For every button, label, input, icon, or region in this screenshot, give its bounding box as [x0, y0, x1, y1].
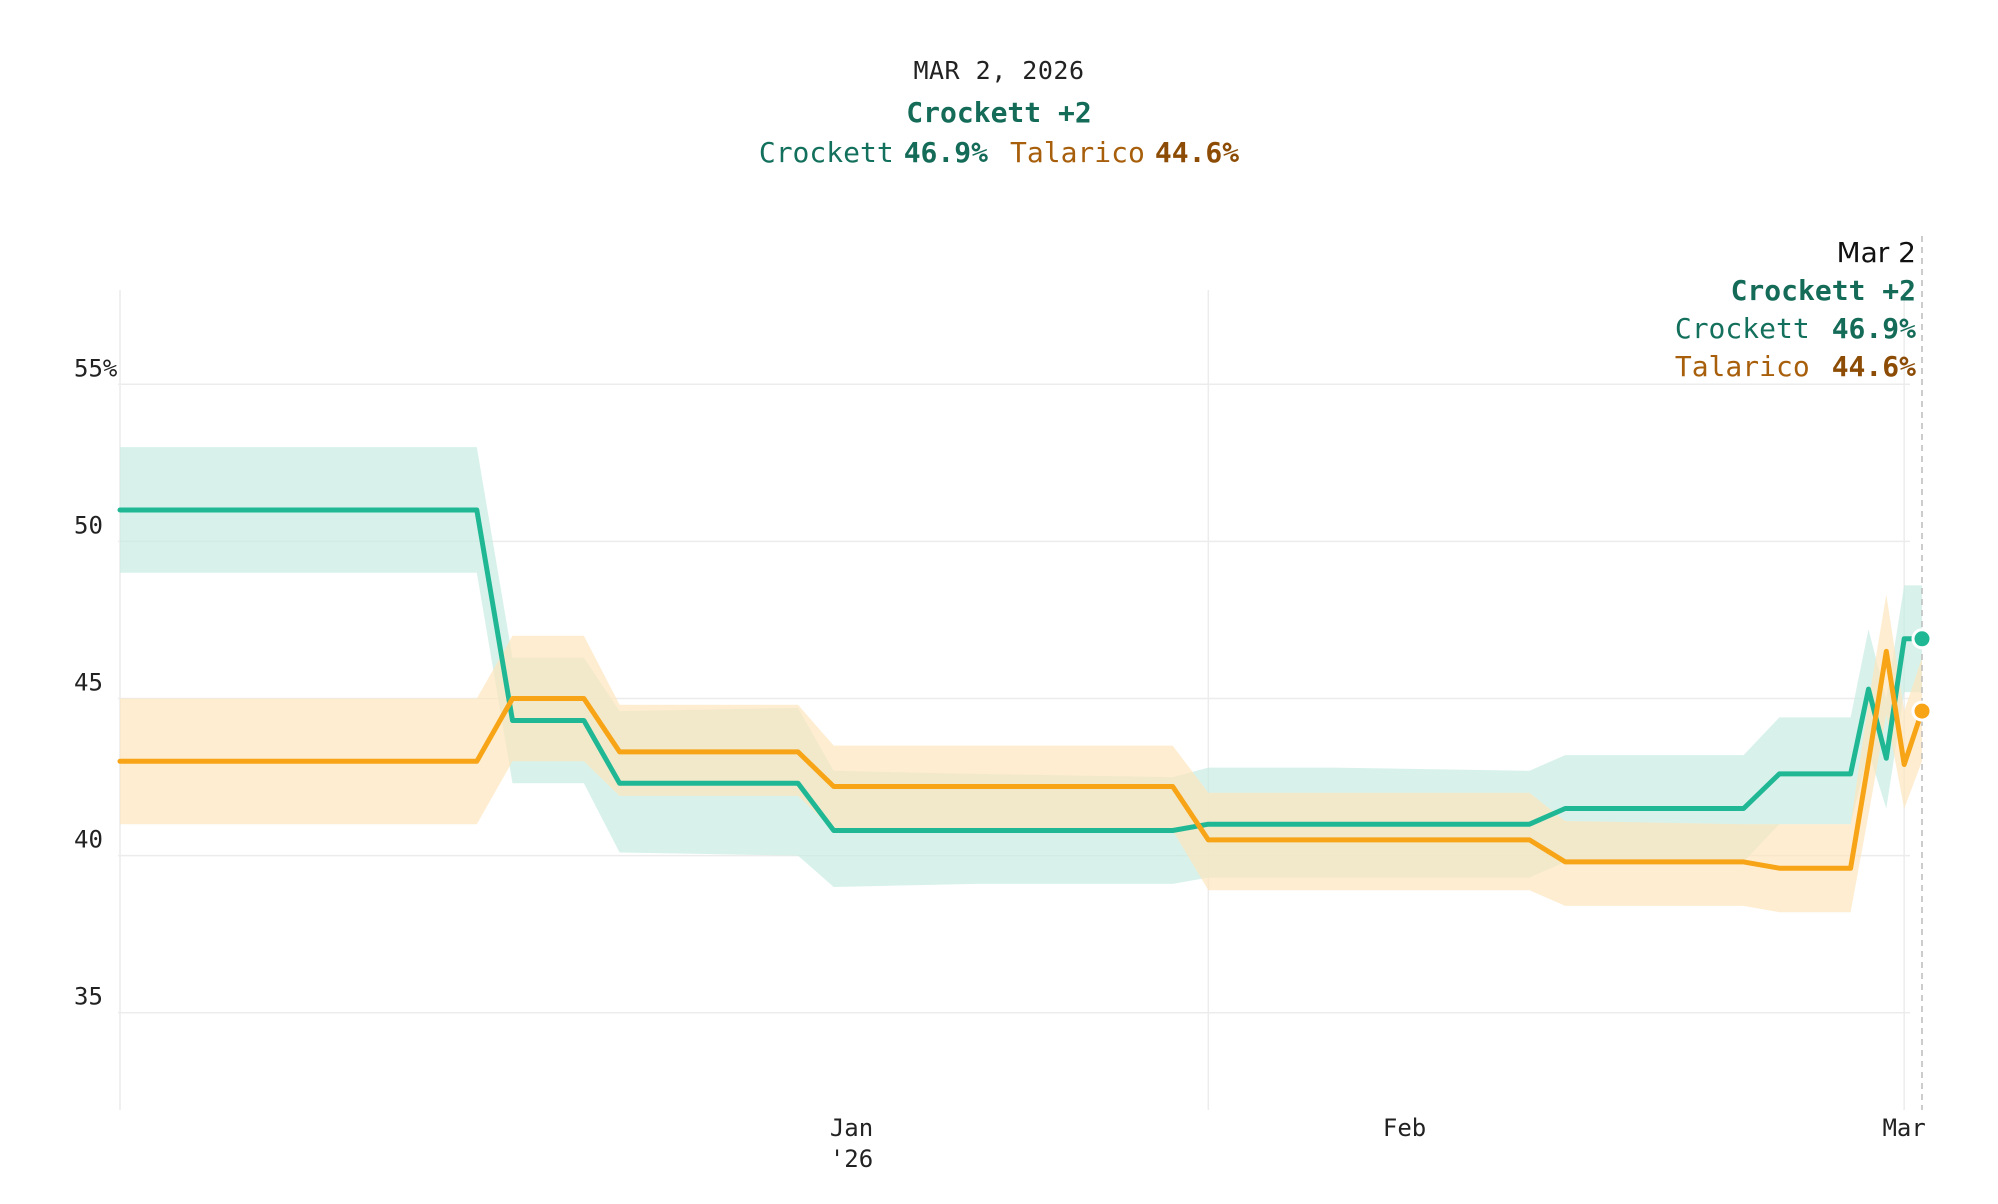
- y-tick-label: 40: [74, 826, 103, 854]
- tooltip-crockett-value: 46.9%: [1831, 312, 1916, 345]
- header-talarico-label: Talarico: [1010, 136, 1145, 169]
- marker-talarico: [1911, 700, 1933, 722]
- tooltip-talarico-value: 44.6%: [1831, 350, 1916, 383]
- tooltip-margin: Crockett +2: [1730, 274, 1916, 307]
- uncertainty-bands: [120, 447, 1922, 913]
- header-talarico-value: 44.6%: [1154, 136, 1240, 169]
- tooltip-talarico-label: Talarico: [1674, 350, 1810, 383]
- x-tick-label: Feb: [1383, 1114, 1426, 1142]
- x-tick-sublabel: '26: [830, 1145, 873, 1173]
- line-crockett: [117, 507, 1925, 833]
- header-margin: Crockett +2: [906, 96, 1092, 129]
- header-date: MAR 2, 2026: [913, 56, 1085, 85]
- band-crockett: [120, 447, 1922, 887]
- hover-layer: [1911, 236, 1933, 1110]
- marker-crockett: [1911, 628, 1933, 650]
- y-tick-label: 45: [74, 669, 103, 697]
- header-values: Crockett 46.9% Talarico 44.6%: [0, 136, 1998, 169]
- x-axis: Jan '26 Feb Mar: [830, 1114, 1926, 1173]
- line-talarico: [117, 648, 1925, 871]
- tooltip-crockett: Crockett 46.9%: [1675, 312, 1916, 345]
- tooltip-date: Mar 2: [1836, 236, 1916, 269]
- tooltip-talarico: Talarico 44.6%: [1675, 350, 1916, 383]
- x-tick-label: Jan: [830, 1114, 873, 1142]
- y-tick-label: 55%: [74, 354, 118, 382]
- y-axis: 55% 50 45 40 35: [74, 354, 118, 1010]
- header-crockett-label: Crockett: [758, 136, 894, 169]
- header-crockett-value: 46.9%: [903, 136, 988, 169]
- band-talarico: [120, 594, 1922, 913]
- series-lines: [117, 507, 1925, 871]
- y-tick-label: 50: [74, 511, 103, 539]
- y-tick-label: 35: [74, 983, 103, 1011]
- tooltip-crockett-label: Crockett: [1674, 312, 1810, 345]
- x-tick-label: Mar: [1882, 1114, 1925, 1142]
